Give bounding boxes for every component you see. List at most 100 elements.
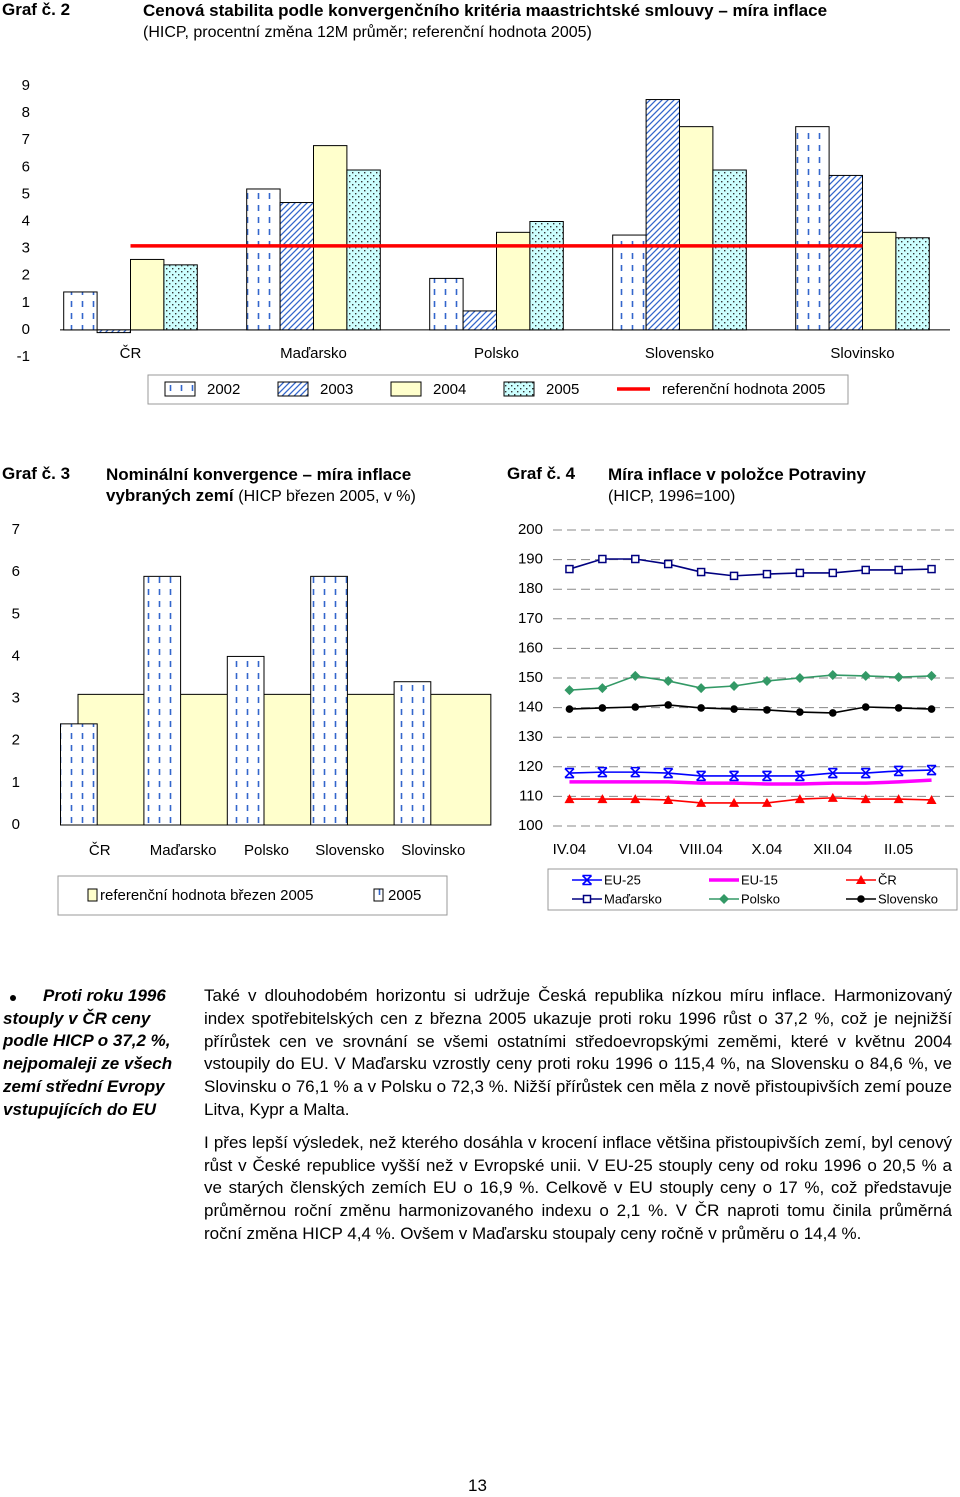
chart-title: Nominální konvergence – míra inflace vyb… [106,465,412,505]
legend-label: EU-15 [741,872,778,887]
chart-heading: Nominální konvergence – míra inflace vyb… [106,464,478,507]
x-tick-label: Polsko [244,842,289,859]
legend-swatch [164,381,196,397]
marker [730,705,738,713]
y-tick-label: 0 [12,816,20,833]
legend-swatch [87,888,98,902]
bar [612,234,647,331]
marker [861,703,870,711]
y-tick-label: 5 [22,185,30,202]
chart-label: Graf č. 4 [507,464,576,483]
marker [827,792,838,802]
marker [663,794,674,804]
marker [861,565,870,575]
marker [630,670,641,681]
chart-label: Graf č. 2 [2,0,71,19]
y-tick-label: 8 [22,104,30,121]
bar [862,231,897,331]
y-tick-label: 110 [519,787,543,804]
y-tick-label: 1 [12,774,20,791]
y-tick-label: 130 [518,728,543,745]
x-tick-label: VI.04 [618,841,653,858]
bar [679,126,714,331]
y-tick-label: 6 [22,158,30,175]
y-tick-label: 180 [518,580,543,597]
legend-swatch [277,381,309,397]
marker [597,794,608,804]
y-tick-label: -1 [17,348,30,365]
bullet [10,995,16,1001]
bar [60,723,98,826]
bar [393,681,432,826]
bar [96,329,131,334]
sidebar-note: Proti roku 1996 stouply v ČR ceny podle … [3,986,173,1119]
y-tick-label: 5 [12,605,20,622]
marker [794,770,805,782]
bar [313,145,348,331]
bar [279,202,315,331]
chart-heading: Míra inflace v položce Potraviny (HICP, … [608,464,953,507]
bar [712,169,747,331]
y-tick-label: 200 [518,521,543,538]
marker [926,764,937,776]
line [569,704,932,714]
legend-marker [856,875,866,884]
bar [143,575,182,826]
marker [893,765,904,777]
y-tick-label: 3 [12,690,20,707]
y-tick-label: 2 [22,267,30,284]
y-tick-label: 6 [12,563,20,580]
y-tick-label: 3 [22,240,30,257]
bar [163,264,198,331]
y-tick-label: 170 [518,610,543,627]
legend-label: Polsko [741,891,780,906]
marker [696,683,707,694]
x-tick-label: VIII.04 [679,841,722,858]
bar [246,188,281,331]
legend-label: EU-25 [604,872,641,887]
y-tick-label: 150 [518,669,543,686]
y-tick-label: 190 [518,551,543,568]
bar [429,277,464,331]
x-tick-label: Maďarsko [150,842,217,859]
legend-label: Slovensko [878,891,938,906]
marker [894,565,903,575]
marker [894,704,903,712]
x-tick-label: Slovensko [645,345,714,362]
y-tick-label: 7 [12,521,20,538]
marker [860,794,871,804]
marker [728,770,740,782]
legend-label: Maďarsko [604,891,662,906]
marker [926,794,937,804]
marker [893,794,904,804]
bar [226,655,265,826]
x-tick-label: II.05 [884,841,913,858]
marker [565,705,574,713]
line [569,558,932,577]
marker [597,766,608,778]
line [569,797,932,804]
line [569,769,932,777]
x-tick-label: Polsko [474,345,519,362]
body-text: Také v dlouhodobém horizontu si udržuje … [204,985,952,1256]
legend-swatch [390,381,422,397]
marker [761,770,773,782]
marker [795,568,805,578]
bar [63,291,98,331]
legend-label: 2002 [207,381,240,398]
chart-heading: Cenová stabilita podle konvergenčního kr… [143,0,953,43]
marker [860,767,871,779]
marker [827,767,838,779]
legend-label: referenční hodnota březen 2005 [100,887,314,904]
x-tick-label: XII.04 [813,841,852,858]
marker [664,701,673,709]
legend-box [57,875,448,916]
marker [564,685,575,696]
page-number: 13 [468,1476,487,1495]
marker [761,797,772,807]
legend-box [547,868,958,911]
legend-label: referenční hodnota 2005 [662,381,825,398]
legend-label: 2005 [546,381,579,398]
marker [597,683,608,694]
marker [696,567,706,577]
